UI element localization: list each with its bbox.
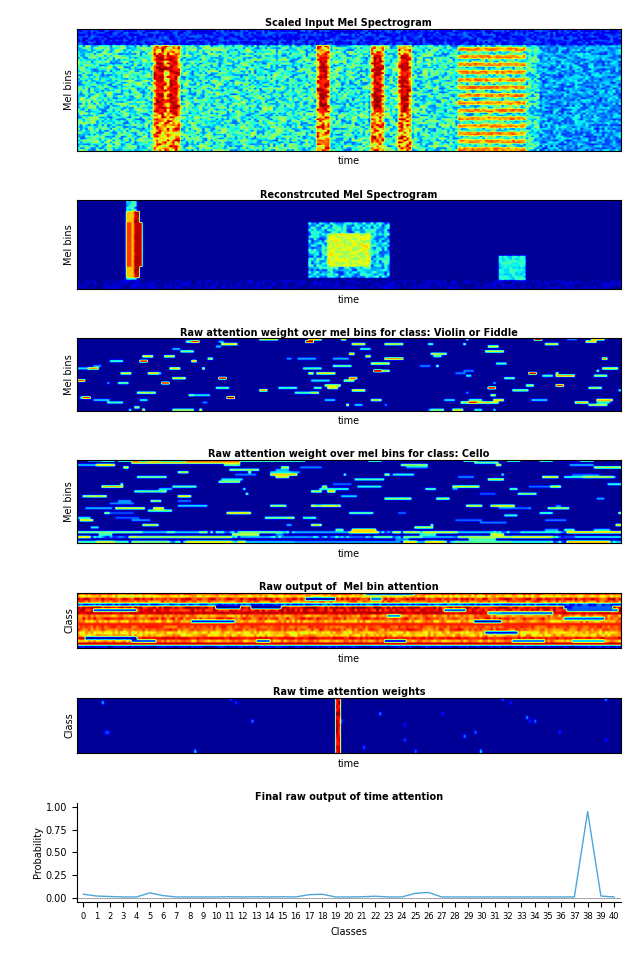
Title: Raw attention weight over mel bins for class: Violin or Fiddle: Raw attention weight over mel bins for c… <box>180 327 518 338</box>
X-axis label: time: time <box>338 654 360 663</box>
Y-axis label: Mel bins: Mel bins <box>64 354 74 395</box>
X-axis label: time: time <box>338 758 360 769</box>
Title: Reconstrcuted Mel Spectrogram: Reconstrcuted Mel Spectrogram <box>260 189 438 200</box>
X-axis label: time: time <box>338 156 360 166</box>
X-axis label: time: time <box>338 549 360 559</box>
Title: Scaled Input Mel Spectrogram: Scaled Input Mel Spectrogram <box>266 18 432 28</box>
Title: Raw time attention weights: Raw time attention weights <box>273 686 425 697</box>
Y-axis label: Probability: Probability <box>33 827 43 878</box>
X-axis label: Classes: Classes <box>330 926 367 937</box>
Y-axis label: Mel bins: Mel bins <box>64 481 74 522</box>
Title: Final raw output of time attention: Final raw output of time attention <box>255 792 443 802</box>
Y-axis label: Mel bins: Mel bins <box>64 69 74 110</box>
X-axis label: time: time <box>338 416 360 426</box>
Y-axis label: Class: Class <box>64 712 74 738</box>
X-axis label: time: time <box>338 295 360 304</box>
Title: Raw output of  Mel bin attention: Raw output of Mel bin attention <box>259 582 438 592</box>
Y-axis label: Class: Class <box>64 608 74 634</box>
Title: Raw attention weight over mel bins for class: Cello: Raw attention weight over mel bins for c… <box>208 449 490 459</box>
Y-axis label: Mel bins: Mel bins <box>64 225 74 265</box>
